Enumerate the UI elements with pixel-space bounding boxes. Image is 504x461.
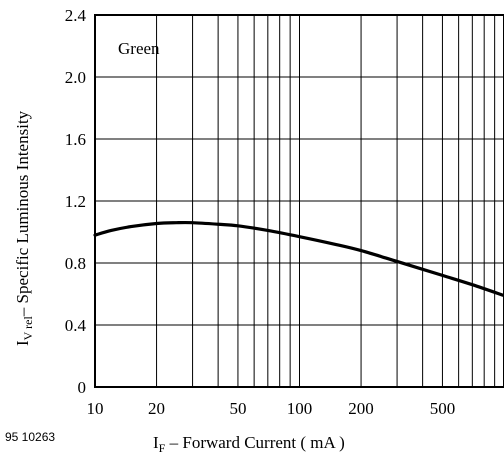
- figure-id: 95 10263: [5, 430, 55, 444]
- x-tick-label: 50: [229, 399, 246, 418]
- x-tick-label: 10: [87, 399, 104, 418]
- x-axis-label: IF – Forward Current ( mA ): [153, 433, 345, 455]
- plot-frame: [94, 14, 504, 388]
- x-tick-label: 20: [148, 399, 165, 418]
- series-line-green: [93, 220, 504, 298]
- y-axis-label: IV rel– Specific Luminous Intensity: [13, 110, 35, 346]
- y-tick-label: 0: [78, 378, 87, 397]
- x-tick-labels: 10 20 50 100 200 500: [87, 399, 456, 418]
- x-tick-label: 200: [348, 399, 374, 418]
- grid-lines: [95, 15, 504, 387]
- x-tick-label: 500: [430, 399, 456, 418]
- legend-label: Green: [118, 39, 160, 58]
- y-tick-labels: 0 0.4 0.8 1.2 1.6 2.0 2.4: [65, 6, 87, 397]
- x-tick-label: 100: [287, 399, 313, 418]
- y-tick-label: 2.4: [65, 6, 87, 25]
- y-tick-label: 0.8: [65, 254, 86, 273]
- y-tick-label: 2.0: [65, 68, 86, 87]
- y-tick-label: 1.2: [65, 192, 86, 211]
- y-tick-label: 0.4: [65, 316, 87, 335]
- y-tick-label: 1.6: [65, 130, 86, 149]
